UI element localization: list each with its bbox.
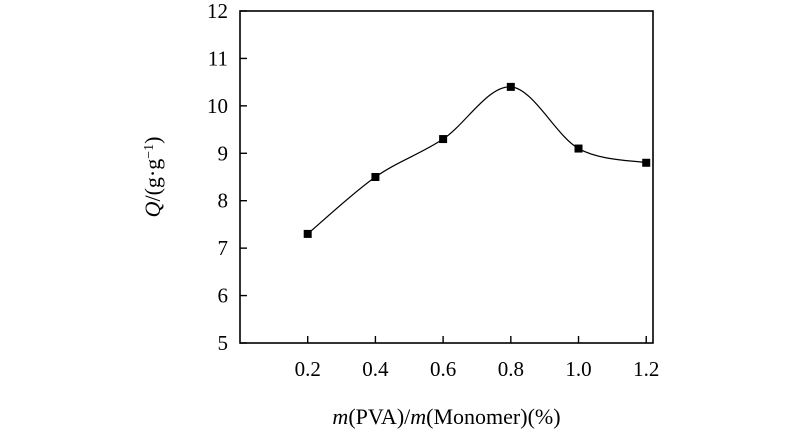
y-tick-label: 7 xyxy=(218,236,229,260)
plot-frame xyxy=(239,10,654,344)
data-point-marker xyxy=(574,144,583,153)
y-tick-label: 8 xyxy=(218,189,229,213)
x-tick-label: 1.2 xyxy=(633,357,659,381)
x-tick-label: 1.0 xyxy=(565,357,591,381)
series-line xyxy=(307,86,647,235)
x-axis-title: m(PVA)/m(Monomer)(%) xyxy=(332,404,560,429)
y-tick-label: 5 xyxy=(218,331,229,355)
y-axis-title: Q/(g·g−1) xyxy=(140,137,165,218)
x-tick-label: 0.2 xyxy=(295,357,321,381)
series-markers xyxy=(303,82,651,238)
x-tick-label: 0.8 xyxy=(498,357,524,381)
y-tick-label: 9 xyxy=(218,141,229,165)
series-line-group xyxy=(307,86,647,235)
plot-frame-group xyxy=(239,10,654,344)
data-point-marker xyxy=(506,82,515,91)
data-point-marker xyxy=(439,135,448,144)
data-point-marker xyxy=(642,158,651,167)
y-axis: 5 6 7 8 9 10 11 12 xyxy=(207,0,247,355)
y-tick-label: 11 xyxy=(208,46,228,70)
x-tick-label: 0.4 xyxy=(362,357,389,381)
x-tick-label: 0.6 xyxy=(430,357,456,381)
y-tick-label: 6 xyxy=(218,284,229,308)
data-point-marker xyxy=(303,229,312,238)
data-point-marker xyxy=(371,173,380,181)
y-tick-label: 12 xyxy=(207,0,228,23)
x-axis: 0.2 0.4 0.6 0.8 1.0 1.2 xyxy=(295,336,659,381)
y-tick-label: 10 xyxy=(207,94,228,118)
